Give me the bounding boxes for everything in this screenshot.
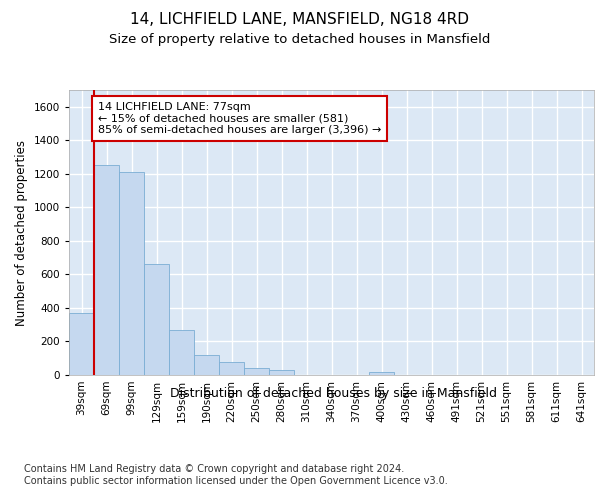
Bar <box>269 370 294 375</box>
Y-axis label: Number of detached properties: Number of detached properties <box>15 140 28 326</box>
Text: 14, LICHFIELD LANE, MANSFIELD, NG18 4RD: 14, LICHFIELD LANE, MANSFIELD, NG18 4RD <box>131 12 470 28</box>
Bar <box>169 330 194 375</box>
Text: Size of property relative to detached houses in Mansfield: Size of property relative to detached ho… <box>109 32 491 46</box>
Text: Contains HM Land Registry data © Crown copyright and database right 2024.: Contains HM Land Registry data © Crown c… <box>24 464 404 474</box>
Bar <box>194 355 219 375</box>
Bar <box>119 172 144 375</box>
Bar <box>219 362 244 375</box>
Bar <box>369 372 394 375</box>
Bar <box>69 313 94 375</box>
Text: Distribution of detached houses by size in Mansfield: Distribution of detached houses by size … <box>170 388 497 400</box>
Bar <box>244 368 269 375</box>
Bar <box>144 264 169 375</box>
Text: Contains public sector information licensed under the Open Government Licence v3: Contains public sector information licen… <box>24 476 448 486</box>
Text: 14 LICHFIELD LANE: 77sqm
← 15% of detached houses are smaller (581)
85% of semi-: 14 LICHFIELD LANE: 77sqm ← 15% of detach… <box>98 102 381 135</box>
Bar <box>94 166 119 375</box>
